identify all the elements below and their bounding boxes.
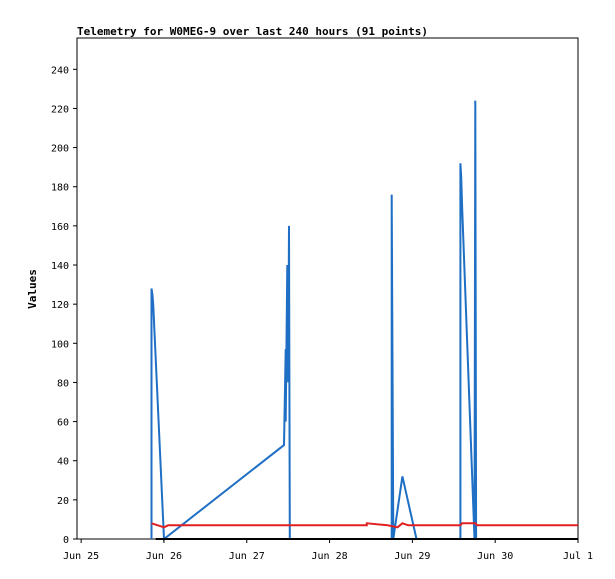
y-tick-label: 240: [51, 65, 69, 76]
y-axis: 0 20 40 60 80 100 120 140 160 180 200 220 240: [51, 65, 77, 546]
y-tick-label: 140: [51, 261, 69, 272]
y-tick-label: 220: [51, 104, 69, 115]
y-tick-label: 120: [51, 300, 69, 311]
x-tick-label: Jun 28: [312, 551, 348, 562]
series-line-2: [151, 522, 578, 529]
x-tick-label: Jun 29: [394, 551, 430, 562]
x-tick-label: Jun 25: [63, 551, 99, 562]
x-tick-label: Jul 1: [563, 551, 593, 562]
y-axis-label: Values: [26, 269, 39, 309]
y-tick-label: 180: [51, 183, 69, 194]
y-tick-label: 160: [51, 222, 69, 233]
y-tick-label: 200: [51, 144, 69, 155]
x-tick-label: Jun 30: [477, 551, 513, 562]
x-tick-label: Jun 27: [229, 551, 265, 562]
plot-area: [76, 37, 579, 541]
x-axis: Jun 25 Jun 26 Jun 27 Jun 28 Jun 29 Jun 30 Jul …: [63, 539, 593, 562]
y-tick-label: 0: [63, 535, 69, 546]
y-tick-label: 60: [57, 418, 69, 429]
x-tick-label: Jun 26: [146, 551, 182, 562]
chart-title: Telemetry for W0MEG-9 over last 240 hour…: [77, 25, 428, 38]
y-tick-label: 40: [57, 457, 69, 468]
y-tick-label: 100: [51, 339, 69, 350]
y-tick-label: 20: [57, 496, 69, 507]
y-tick-label: 80: [57, 378, 69, 389]
